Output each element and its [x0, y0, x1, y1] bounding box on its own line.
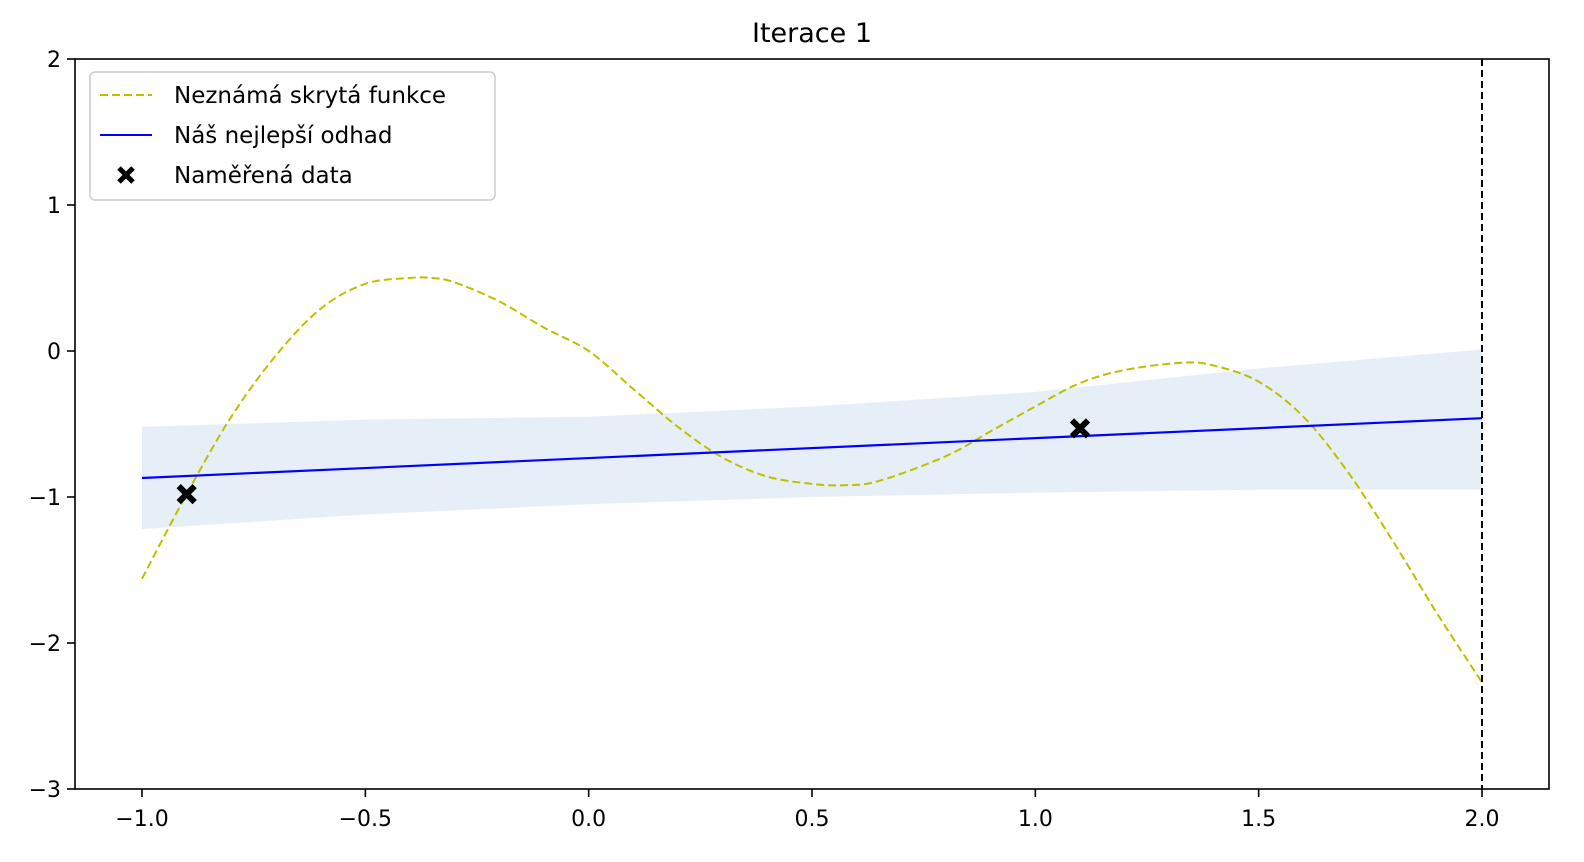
x-axis: −1.0 −0.5 0.0 0.5 1.0 1.5 2.0 [115, 789, 1500, 832]
x-tick-label: 1.0 [1018, 807, 1053, 832]
y-axis: −3 −2 −1 0 1 2 [29, 48, 75, 803]
y-tick-label: 2 [47, 48, 61, 73]
plot-area [141, 59, 1483, 789]
data-point-marker [176, 483, 197, 505]
series-line-hidden-function [141, 276, 1483, 683]
x-tick-label: 0.5 [795, 807, 830, 832]
legend: Neznámá skrytá funkce Náš nejlepší odhad… [89, 71, 496, 201]
legend-label-hidden-function: Neznámá skrytá funkce [174, 83, 446, 109]
y-tick-label: −3 [29, 778, 61, 803]
x-tick-label: 1.5 [1241, 807, 1276, 832]
legend-label-measured-data: Naměřená data [174, 163, 353, 189]
y-tick-label: 0 [47, 340, 61, 365]
measured-points [176, 418, 1091, 505]
series-line-best-estimate [141, 417, 1483, 480]
legend-label-best-estimate: Náš nejlepší odhad [174, 123, 392, 149]
x-tick-label: 2.0 [1465, 807, 1500, 832]
legend-box [89, 71, 496, 201]
data-point-marker [1069, 418, 1091, 439]
legend-marker-measured-data [117, 166, 135, 184]
x-tick-label: −1.0 [115, 807, 168, 832]
y-tick-label: −2 [29, 632, 61, 657]
chart-title: Iterace 1 [752, 18, 872, 49]
confidence-band [142, 349, 1482, 530]
x-tick-label: 0.0 [571, 807, 606, 832]
y-tick-label: −1 [29, 486, 61, 511]
y-tick-label: 1 [47, 194, 61, 219]
x-tick-label: −0.5 [339, 807, 392, 832]
